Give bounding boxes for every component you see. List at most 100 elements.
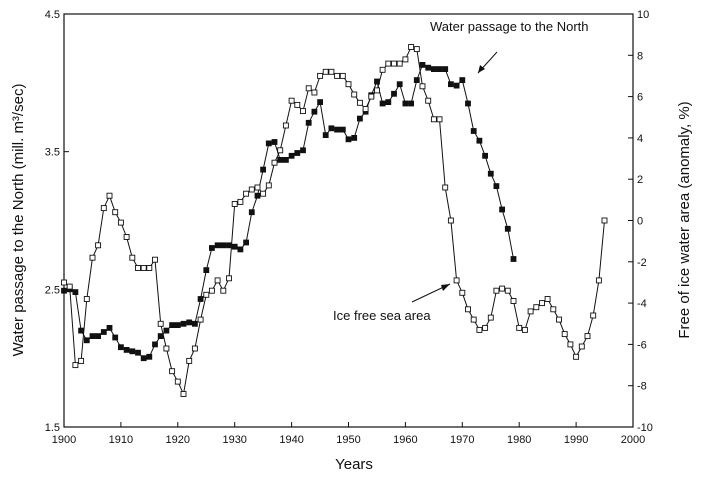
data-point-ice-free-area: [595, 277, 602, 284]
data-point-ice-free-area: [186, 357, 193, 364]
data-point-water-passage: [425, 64, 432, 71]
y-axis-left: 1.5 2.5 3.5 4.5: [45, 9, 69, 434]
data-point-water-passage: [345, 136, 352, 143]
data-point-water-passage: [430, 66, 437, 72]
data-point-ice-free-area: [493, 287, 500, 294]
data-point-ice-free-area: [106, 192, 113, 199]
annotation-ice-free: Ice free sea area: [333, 308, 431, 323]
data-point-water-passage: [220, 242, 227, 249]
data-point-ice-free-area: [300, 108, 306, 115]
data-point-ice-free-area: [601, 217, 608, 224]
data-point-ice-free-area: [430, 116, 437, 123]
y-axis-label-left: Water passage to the North (mill. m³/sec…: [10, 84, 27, 357]
y-right-tick-label: -4: [637, 298, 647, 310]
data-point-ice-free-area: [442, 184, 449, 191]
data-point-water-passage: [419, 62, 426, 68]
data-point-ice-free-area: [402, 56, 409, 63]
data-point-water-passage: [510, 256, 517, 262]
data-point-ice-free-area: [328, 68, 335, 75]
data-point-ice-free-area: [573, 353, 580, 360]
data-point-water-passage: [317, 99, 324, 105]
data-point-water-passage: [447, 81, 454, 88]
annotation-arrowhead-ice-free: [441, 284, 450, 291]
x-tick-label: 1950: [336, 434, 360, 446]
data-point-ice-free-area: [294, 101, 301, 108]
data-point-ice-free-area: [419, 83, 426, 90]
x-tick-label: 1980: [507, 434, 531, 446]
y-right-tick-label: 0: [637, 216, 643, 228]
data-point-ice-free-area: [322, 68, 329, 75]
data-point-water-passage: [482, 152, 489, 159]
data-point-water-passage: [89, 333, 96, 340]
data-point-ice-free-area: [282, 122, 289, 129]
data-point-ice-free-area: [334, 72, 341, 79]
data-point-water-passage: [493, 183, 500, 190]
data-point-ice-free-area: [271, 159, 278, 166]
data-point-ice-free-area: [425, 97, 432, 104]
data-point-water-passage: [305, 119, 312, 126]
data-point-ice-free-area: [214, 277, 221, 284]
data-point-water-passage: [248, 209, 255, 216]
data-point-water-passage: [78, 327, 84, 334]
data-point-water-passage: [157, 333, 164, 340]
data-point-water-passage: [260, 166, 267, 173]
data-point-ice-free-area: [305, 85, 312, 92]
data-point-ice-free-area: [578, 343, 585, 350]
data-point-water-passage: [476, 137, 483, 144]
data-point-water-passage: [408, 100, 415, 107]
y-right-tick-label: 2: [637, 174, 643, 186]
data-point-ice-free-area: [533, 304, 540, 311]
data-point-ice-free-area: [226, 275, 232, 282]
data-point-water-passage: [231, 243, 238, 250]
data-point-water-passage: [169, 322, 176, 329]
data-point-ice-free-area: [237, 198, 244, 205]
data-point-ice-free-area: [584, 333, 591, 340]
x-axis: 1900 1910 1920 1930 1940 1950 1960 1970 1980 1990…: [52, 422, 645, 446]
data-point-ice-free-area: [539, 300, 545, 307]
data-point-ice-free-area: [311, 89, 318, 96]
data-point-ice-free-area: [516, 324, 523, 331]
y-right-tick-label: -6: [637, 339, 647, 351]
data-point-ice-free-area: [482, 324, 489, 331]
y-axis-right: -10 -8 -6 -4 -2 0 2 4 6 8 10: [628, 9, 653, 434]
data-point-ice-free-area: [140, 265, 147, 271]
data-point-ice-free-area: [368, 93, 375, 100]
data-point-ice-free-area: [78, 357, 85, 364]
data-point-water-passage: [436, 66, 443, 72]
data-point-ice-free-area: [527, 308, 534, 315]
data-point-water-passage: [146, 353, 153, 360]
data-point-water-passage: [300, 147, 306, 154]
data-point-ice-free-area: [243, 190, 250, 197]
data-point-ice-free-area: [260, 190, 267, 197]
data-point-ice-free-area: [396, 60, 403, 67]
data-point-ice-free-area: [408, 44, 415, 50]
data-point-ice-free-area: [254, 184, 261, 191]
x-tick-label: 2000: [621, 434, 645, 446]
data-point-ice-free-area: [123, 234, 130, 240]
data-point-water-passage: [72, 289, 79, 296]
data-point-ice-free-area: [61, 279, 67, 286]
data-point-ice-free-area: [436, 116, 443, 123]
annotation-arrowhead-water-passage: [478, 65, 485, 73]
y-left-tick-label: 2.5: [45, 284, 60, 296]
y-right-tick-label: 6: [637, 92, 643, 104]
y-right-tick-label: -10: [637, 422, 653, 434]
data-point-water-passage: [282, 156, 289, 163]
data-point-water-passage: [106, 324, 113, 331]
data-point-ice-free-area: [117, 219, 124, 226]
data-point-ice-free-area: [499, 285, 506, 292]
data-point-water-passage: [459, 77, 466, 83]
data-point-water-passage: [311, 108, 318, 115]
x-tick-label: 1900: [52, 434, 76, 446]
data-point-water-passage: [95, 333, 101, 340]
data-point-water-passage: [123, 346, 130, 353]
data-point-water-passage: [356, 115, 363, 122]
data-point-ice-free-area: [288, 97, 295, 104]
data-point-ice-free-area: [100, 205, 107, 212]
data-point-ice-free-area: [362, 106, 369, 112]
y-axis-label-right: Free of ice water area (anomaly, %): [676, 101, 693, 338]
series-line-ice-free-area: [63, 46, 605, 396]
data-point-ice-free-area: [95, 242, 102, 249]
data-point-water-passage: [61, 287, 67, 294]
data-point-ice-free-area: [248, 186, 255, 193]
